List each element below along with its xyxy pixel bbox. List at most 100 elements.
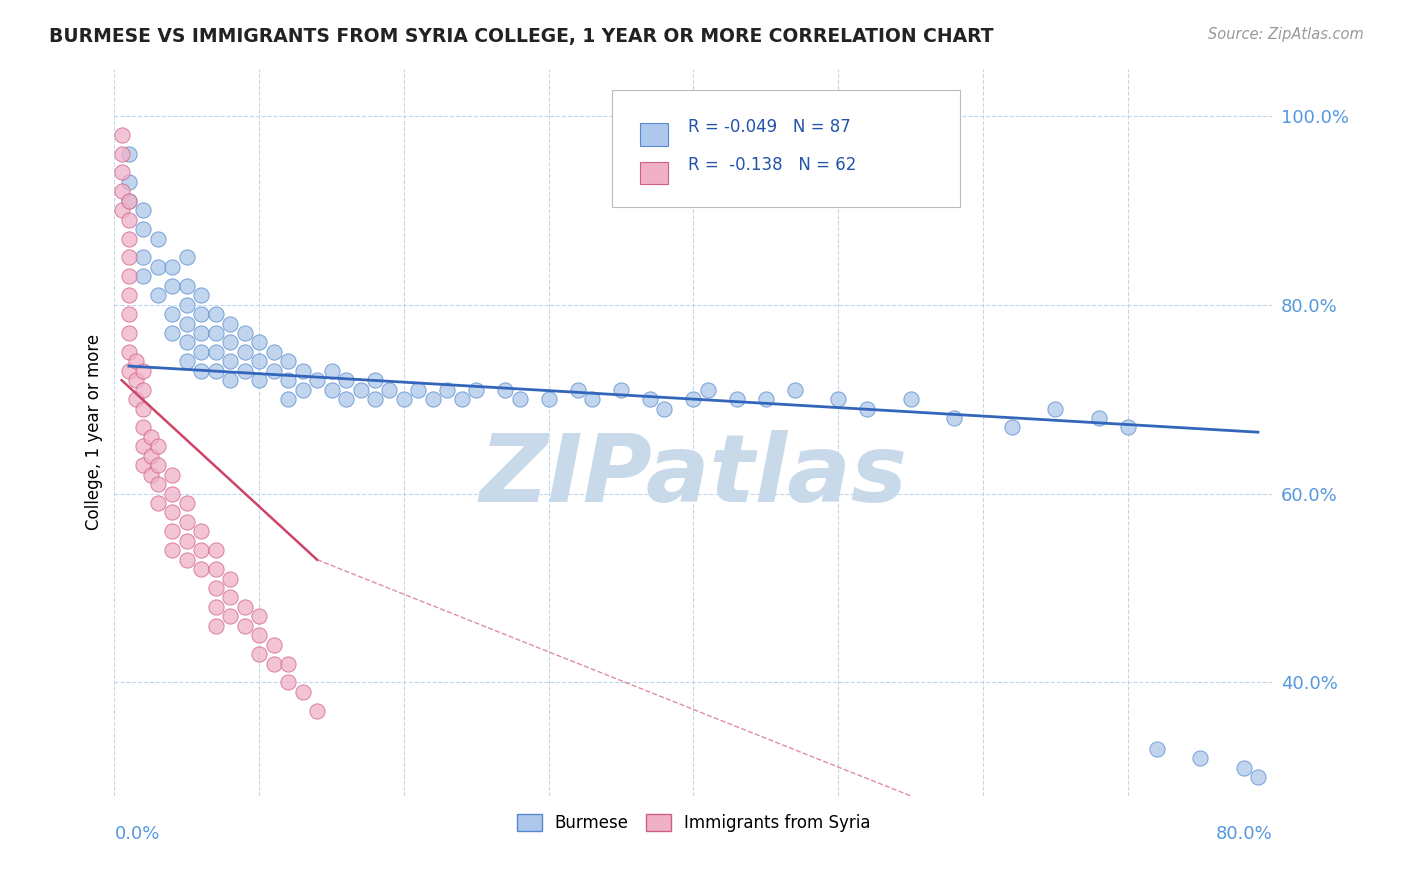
Point: [581, 392, 603, 406]
Point: [450, 392, 472, 406]
Point: [118, 251, 141, 265]
Point: [1146, 741, 1168, 756]
Point: [190, 543, 212, 558]
Point: [277, 675, 299, 690]
Point: [176, 317, 198, 331]
Point: [321, 383, 343, 397]
Point: [783, 383, 806, 397]
Point: [204, 344, 226, 359]
Point: [162, 524, 184, 539]
Point: [162, 278, 184, 293]
Point: [162, 326, 184, 340]
Point: [247, 628, 270, 642]
Point: [146, 231, 169, 245]
Point: [132, 203, 155, 218]
Point: [1001, 420, 1024, 434]
Point: [162, 543, 184, 558]
Point: [219, 609, 242, 624]
Point: [146, 260, 169, 274]
Point: [190, 344, 212, 359]
Point: [364, 392, 387, 406]
Point: [610, 383, 633, 397]
Point: [176, 298, 198, 312]
Point: [118, 231, 141, 245]
Point: [349, 383, 371, 397]
Point: [190, 364, 212, 378]
Point: [638, 392, 661, 406]
Text: 0.0%: 0.0%: [114, 825, 160, 843]
Point: [111, 128, 134, 142]
Point: [118, 364, 141, 378]
Text: ZIPatlas: ZIPatlas: [479, 430, 907, 522]
Point: [1189, 751, 1212, 765]
FancyBboxPatch shape: [640, 162, 668, 184]
Point: [219, 354, 242, 368]
Point: [291, 364, 314, 378]
Point: [139, 430, 162, 444]
Point: [146, 439, 169, 453]
Point: [277, 657, 299, 671]
Point: [204, 619, 226, 633]
Point: [364, 373, 387, 387]
Legend: Burmese, Immigrants from Syria: Burmese, Immigrants from Syria: [510, 807, 877, 838]
Point: [291, 685, 314, 699]
Point: [321, 364, 343, 378]
Point: [307, 704, 329, 718]
Point: [263, 364, 285, 378]
Point: [125, 354, 148, 368]
Point: [146, 458, 169, 473]
Point: [494, 383, 516, 397]
Point: [247, 354, 270, 368]
Point: [118, 212, 141, 227]
Point: [378, 383, 401, 397]
Y-axis label: College, 1 year or more: College, 1 year or more: [86, 334, 103, 530]
Point: [176, 552, 198, 566]
Point: [118, 344, 141, 359]
Point: [537, 392, 560, 406]
Point: [139, 449, 162, 463]
Point: [204, 364, 226, 378]
Point: [162, 307, 184, 321]
Point: [422, 392, 444, 406]
Point: [190, 307, 212, 321]
Point: [162, 467, 184, 482]
Point: [176, 496, 198, 510]
Point: [132, 222, 155, 236]
Text: Source: ZipAtlas.com: Source: ZipAtlas.com: [1208, 27, 1364, 42]
Point: [827, 392, 849, 406]
Point: [291, 383, 314, 397]
Point: [654, 401, 676, 416]
Point: [190, 326, 212, 340]
Point: [190, 562, 212, 576]
Point: [118, 288, 141, 302]
Point: [233, 619, 256, 633]
Point: [176, 354, 198, 368]
Point: [263, 657, 285, 671]
Point: [233, 599, 256, 614]
Point: [125, 373, 148, 387]
Point: [335, 392, 357, 406]
Point: [176, 533, 198, 548]
Point: [204, 562, 226, 576]
Point: [219, 591, 242, 605]
Point: [277, 392, 299, 406]
Point: [263, 344, 285, 359]
Point: [190, 288, 212, 302]
Point: [118, 194, 141, 208]
Point: [233, 344, 256, 359]
Point: [132, 251, 155, 265]
Point: [219, 373, 242, 387]
Point: [111, 165, 134, 179]
Point: [436, 383, 458, 397]
Point: [682, 392, 704, 406]
Point: [900, 392, 922, 406]
Point: [392, 392, 415, 406]
Point: [307, 373, 329, 387]
Point: [247, 335, 270, 350]
Point: [408, 383, 430, 397]
Point: [233, 364, 256, 378]
Point: [204, 307, 226, 321]
Point: [176, 278, 198, 293]
Point: [146, 288, 169, 302]
Point: [943, 411, 966, 425]
